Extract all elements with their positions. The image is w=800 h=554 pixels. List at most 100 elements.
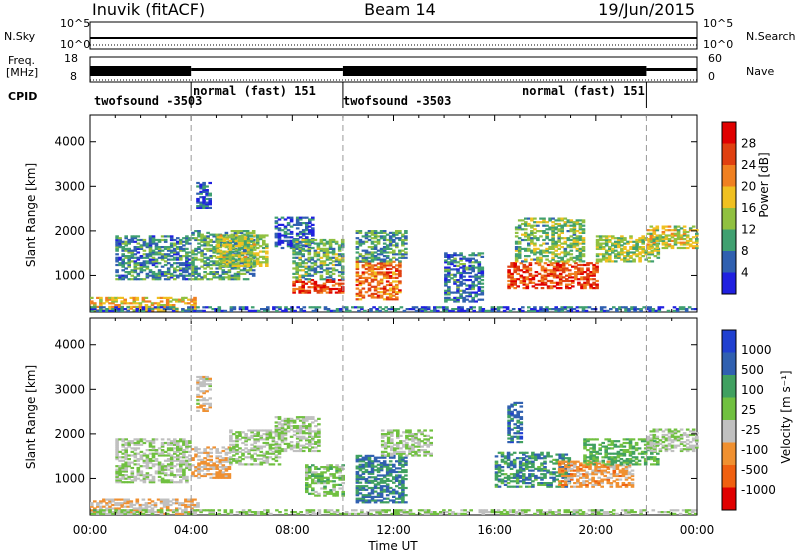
data-cell <box>382 255 387 258</box>
data-cell <box>173 452 177 455</box>
data-cell <box>121 445 125 448</box>
data-cell <box>298 291 302 294</box>
data-cell <box>667 229 672 232</box>
data-cell <box>569 249 574 252</box>
data-cell <box>169 456 174 459</box>
data-cell <box>139 465 144 468</box>
data-cell <box>514 258 519 261</box>
data-cell <box>361 255 366 258</box>
data-cell <box>212 246 216 249</box>
data-cell <box>376 470 381 474</box>
data-cell <box>299 308 303 311</box>
data-cell <box>284 306 288 309</box>
data-cell <box>298 258 302 261</box>
data-cell <box>510 283 514 286</box>
data-cell <box>136 468 141 471</box>
data-cell <box>305 485 309 488</box>
data-cell <box>355 231 360 234</box>
data-cell <box>228 250 233 253</box>
data-cell <box>525 285 530 288</box>
data-cell <box>376 267 381 271</box>
data-cell <box>398 249 402 252</box>
data-cell <box>253 429 257 432</box>
data-cell <box>242 233 247 236</box>
data-cell <box>636 308 640 311</box>
data-cell <box>338 476 342 479</box>
data-cell <box>641 240 645 243</box>
data-cell <box>395 485 399 488</box>
data-cell <box>163 474 168 477</box>
data-cell <box>286 423 291 426</box>
data-cell <box>444 254 448 257</box>
data-cell <box>90 505 94 508</box>
data-cell <box>169 255 174 258</box>
data-cell <box>286 419 291 422</box>
data-cell <box>578 228 583 231</box>
data-cell <box>181 300 185 303</box>
data-cell <box>376 294 381 297</box>
data-cell <box>370 273 375 276</box>
data-cell <box>256 447 260 450</box>
data-cell <box>653 249 658 252</box>
data-cell <box>156 304 161 307</box>
data-cell <box>385 246 390 249</box>
data-cell <box>176 237 180 240</box>
data-cell <box>305 416 309 419</box>
data-cell <box>133 438 138 441</box>
data-cell <box>661 227 666 230</box>
data-cell <box>118 258 122 261</box>
data-cell <box>646 229 650 232</box>
data-cell <box>608 260 612 263</box>
data-cell <box>166 479 171 482</box>
data-cell <box>193 505 197 508</box>
data-cell <box>159 300 164 303</box>
data-cell <box>237 259 242 262</box>
data-cell <box>644 251 648 254</box>
data-cell <box>196 201 200 204</box>
data-cell <box>193 498 197 501</box>
data-cell <box>611 251 615 254</box>
data-cell <box>358 485 363 488</box>
data-cell <box>228 246 233 250</box>
data-cell <box>401 486 405 490</box>
data-cell <box>367 495 372 498</box>
data-cell <box>468 293 472 296</box>
data-cell <box>474 300 478 303</box>
data-cell <box>165 498 170 501</box>
data-cell <box>530 219 534 222</box>
data-cell <box>138 307 143 310</box>
data-cell <box>370 469 375 472</box>
data-cell <box>358 460 363 463</box>
data-cell <box>105 498 109 501</box>
data-cell <box>614 253 618 256</box>
data-cell <box>292 243 297 246</box>
data-cell <box>676 230 681 234</box>
data-cell <box>176 441 180 445</box>
data-cell <box>507 272 511 275</box>
data-cell <box>517 228 522 231</box>
data-cell <box>540 279 545 283</box>
data-cell <box>243 246 248 250</box>
data-cell <box>320 474 324 478</box>
data-cell <box>545 308 549 311</box>
data-cell <box>536 221 540 224</box>
data-cell <box>127 440 131 443</box>
data-cell <box>295 216 300 219</box>
data-cell <box>388 287 393 290</box>
data-cell <box>444 289 448 292</box>
data-cell <box>246 248 251 251</box>
data-cell <box>120 503 124 507</box>
data-cell <box>569 246 574 249</box>
data-cell <box>308 432 312 435</box>
data-cell <box>292 223 297 226</box>
data-cell <box>159 304 164 307</box>
data-cell <box>589 278 593 281</box>
data-cell <box>176 256 180 259</box>
data-cell <box>151 262 156 265</box>
data-cell <box>641 235 645 238</box>
data-cell <box>595 271 599 274</box>
data-cell <box>453 280 457 283</box>
data-cell <box>373 256 378 259</box>
data-cell <box>203 462 207 465</box>
data-cell <box>124 481 128 484</box>
